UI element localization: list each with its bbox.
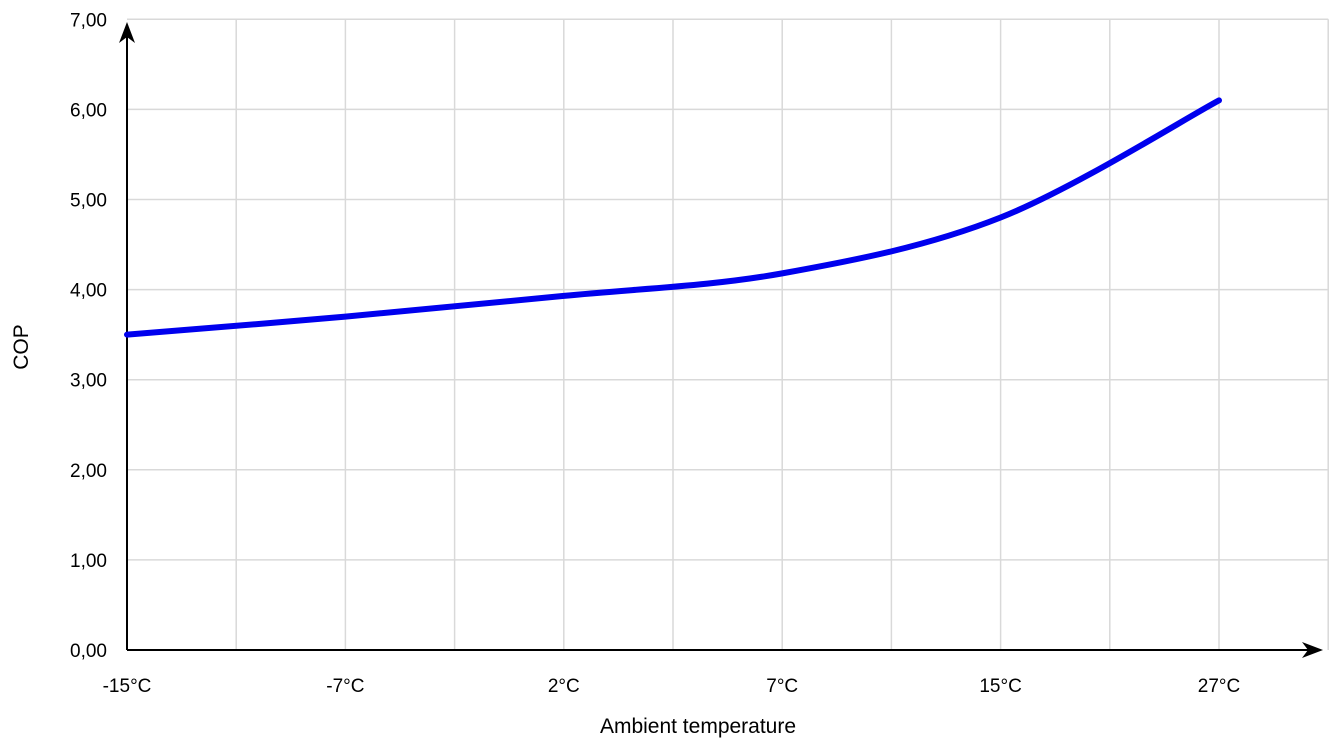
axes <box>119 22 1323 658</box>
x-tick-label: -15°C <box>103 676 152 697</box>
y-tick-label: 5,00 <box>70 191 107 212</box>
x-tick-label: 15°C <box>979 676 1021 697</box>
y-tick-label: 6,00 <box>70 100 107 121</box>
x-tick-label: -7°C <box>326 676 364 697</box>
grid <box>127 19 1328 650</box>
x-tick-label: 7°C <box>766 676 798 697</box>
y-tick-label: 2,00 <box>70 461 107 482</box>
y-axis-title: COP <box>10 324 33 370</box>
x-axis-title: Ambient temperature <box>600 715 796 738</box>
x-tick-label: 27°C <box>1198 676 1240 697</box>
x-tick-label: 2°C <box>548 676 580 697</box>
tick-labels: 0,00 1,00 2,00 3,00 4,00 5,00 6,00 7,00 -15°C -7°… <box>70 10 1240 697</box>
y-tick-label: 7,00 <box>70 10 107 31</box>
y-tick-label: 0,00 <box>70 641 107 662</box>
y-tick-label: 1,00 <box>70 551 107 572</box>
y-tick-label: 3,00 <box>70 371 107 392</box>
y-tick-label: 4,00 <box>70 281 107 302</box>
